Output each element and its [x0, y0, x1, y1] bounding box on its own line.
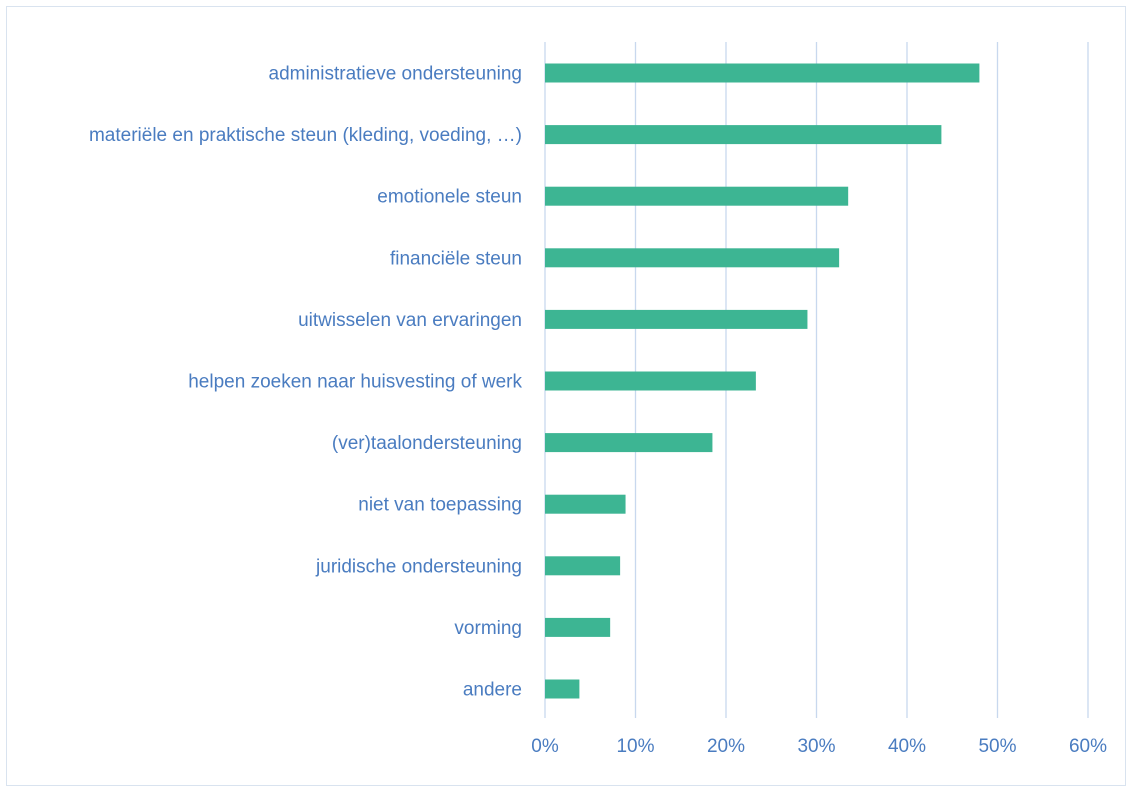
bar: [545, 125, 942, 145]
bar: [545, 494, 626, 514]
x-tick-label: 30%: [797, 736, 835, 757]
category-label: emotionele steun: [377, 187, 522, 208]
category-label: helpen zoeken naar huisvesting of werk: [188, 372, 522, 393]
bar: [545, 371, 756, 391]
x-tick-label: 50%: [978, 736, 1016, 757]
category-label: (ver)taalondersteuning: [332, 433, 522, 454]
category-label: uitwisselen van ervaringen: [298, 310, 522, 331]
bar: [545, 186, 849, 206]
category-label: financiële steun: [390, 248, 522, 269]
bar: [545, 433, 713, 453]
bar-layer: [545, 63, 980, 699]
category-label: vorming: [454, 618, 522, 639]
x-tick-label: 40%: [888, 736, 926, 757]
x-tick-label: 10%: [616, 736, 654, 757]
bar: [545, 617, 611, 637]
bar: [545, 679, 580, 699]
bar: [545, 248, 840, 268]
x-axis-ticks: 0% 10% 20% 30% 40% 50% 60%: [531, 736, 1107, 757]
category-label: niet van toepassing: [358, 495, 522, 516]
x-tick-label: 20%: [707, 736, 745, 757]
bar: [545, 63, 980, 83]
category-label: andere: [463, 680, 522, 701]
category-label: administratieve ondersteuning: [269, 64, 523, 85]
bar: [545, 309, 808, 329]
grid-layer: [544, 42, 1089, 718]
x-tick-label: 0%: [531, 736, 559, 757]
x-tick-label: 60%: [1069, 736, 1107, 757]
category-label: materiële en praktische steun (kleding, …: [89, 125, 522, 146]
category-labels: administratieve ondersteuning materiële e…: [89, 64, 523, 701]
category-label: juridische ondersteuning: [315, 556, 522, 577]
bar: [545, 556, 621, 576]
